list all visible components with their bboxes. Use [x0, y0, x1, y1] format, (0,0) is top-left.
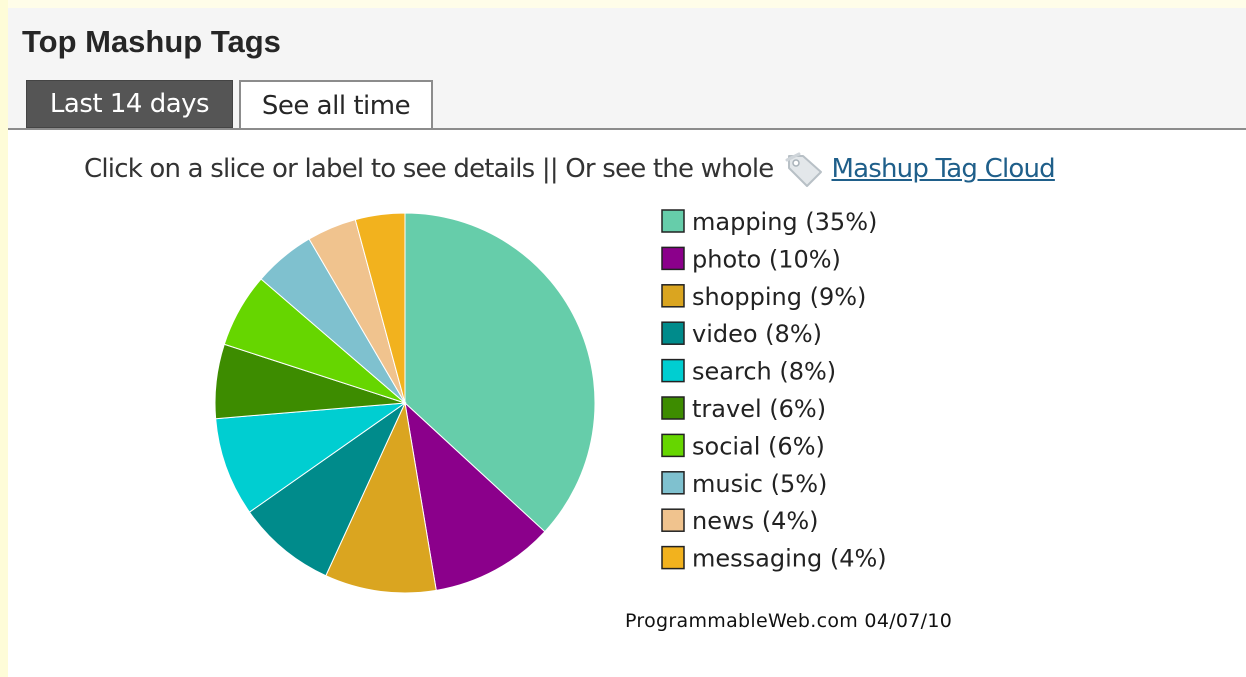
legend-label-social[interactable]: social (6%) [692, 432, 825, 460]
legend-swatch-video[interactable] [661, 321, 685, 345]
legend-swatch-travel[interactable] [661, 396, 685, 420]
tab-divider [8, 128, 1246, 130]
top-band [8, 0, 1246, 8]
pie-slice-photo[interactable] [404, 401, 546, 591]
legend-label-shopping[interactable]: shopping (9%) [692, 283, 866, 311]
pie-slice-video[interactable] [248, 401, 407, 577]
legend-swatch-news[interactable] [661, 508, 685, 532]
legend-swatch-messaging[interactable] [661, 545, 685, 570]
pie-slice-shopping[interactable] [325, 401, 437, 594]
pie-slice-messaging[interactable] [354, 212, 406, 404]
pie-slice-search[interactable] [215, 402, 407, 513]
legend-label-mapping[interactable]: mapping (35%) [692, 208, 877, 236]
chart-credit: ProgrammableWeb.com 04/07/10 [625, 610, 953, 632]
legend-swatch-mapping[interactable] [661, 209, 685, 233]
tag-icon [785, 150, 825, 188]
pie-chart[interactable]: mapping (35%) photo (10%) shopping (9%) vid… [8, 190, 1246, 610]
tab-see-all-time[interactable]: See all time [239, 80, 433, 130]
legend-swatch-photo[interactable] [661, 246, 685, 271]
legend-label-music[interactable]: music (5%) [692, 470, 827, 498]
legend-label-travel[interactable]: travel (6%) [692, 395, 826, 423]
instruction-line: Click on a slice or label to see details… [84, 150, 1056, 188]
legend-label-photo[interactable]: photo (10%) [692, 245, 841, 273]
legend-swatch-search[interactable] [661, 358, 685, 383]
mashup-tag-cloud-link[interactable]: Mashup Tag Cloud [831, 154, 1055, 184]
page-title: Top Mashup Tags [22, 24, 281, 59]
legend-label-messaging[interactable]: messaging (4%) [692, 545, 887, 573]
legend-label-search[interactable]: search (8%) [692, 358, 836, 386]
legend-label-video[interactable]: video (8%) [692, 320, 822, 348]
tab-last-14-days[interactable]: Last 14 days [26, 80, 233, 128]
instruction-text: Click on a slice or label to see details… [84, 154, 774, 184]
pie-slice-mapping[interactable] [404, 212, 596, 533]
legend-label-news[interactable]: news (4%) [692, 507, 819, 535]
chart-panel: Click on a slice or label to see details… [8, 130, 1246, 677]
legend-swatch-shopping[interactable] [661, 284, 685, 308]
page: Top Mashup Tags Last 14 days See all tim… [8, 0, 1246, 677]
legend-swatch-social[interactable] [661, 433, 685, 458]
legend-swatch-music[interactable] [661, 471, 685, 495]
